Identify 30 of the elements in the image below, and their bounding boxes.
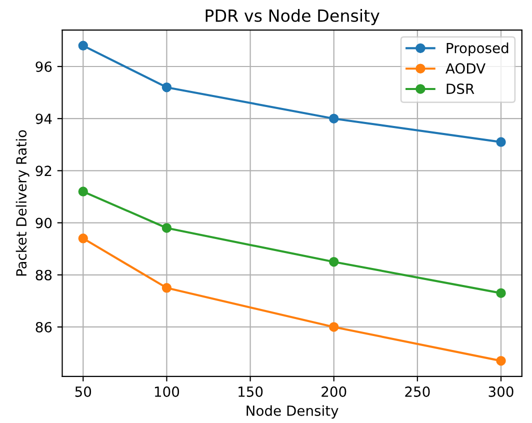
point [328,322,339,332]
y-tick-label: 96 [36,61,52,72]
x-tick-label: 100 [154,386,180,397]
legend-label: DSR [446,84,474,94]
point [328,257,339,267]
point [162,82,172,92]
x-tick-label: 50 [75,386,92,397]
point [78,234,88,244]
point [496,137,506,147]
x-tick-label: 250 [405,386,430,397]
point [78,40,88,51]
x-tick-label: 200 [322,386,346,397]
y-tick-label: 86 [36,322,52,332]
x-tick-label: 150 [238,386,263,397]
point [496,356,506,366]
point [162,223,172,233]
y-axis-title: Packet Delivery Ratio [16,130,30,276]
legend-label: Proposed [446,42,508,56]
legend-label: AODV [446,63,486,74]
y-tick-label: 92 [36,166,52,176]
y-tick-label: 88 [36,270,52,280]
y-tick-label: 94 [36,114,52,124]
chart-title: PDR vs Node Density [206,9,380,26]
point [496,288,506,298]
x-axis-title: Node Density [246,405,338,419]
point [78,186,88,196]
point [328,114,339,124]
y-tick-label: 90 [36,218,52,228]
x-tick-label: 300 [488,386,514,397]
point [162,283,172,293]
